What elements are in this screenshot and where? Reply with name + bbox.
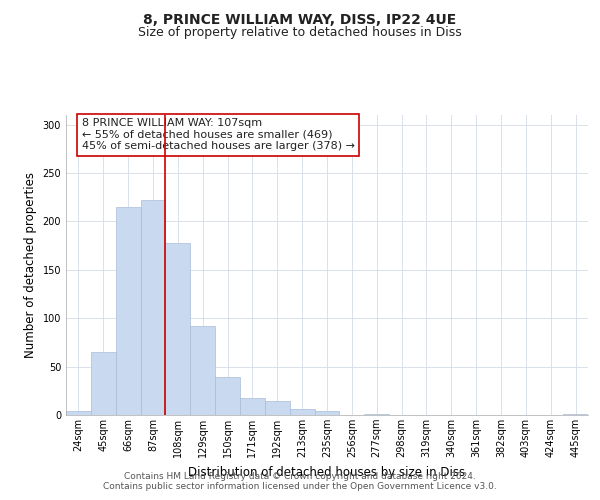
Bar [116,207,140,415]
Text: Contains HM Land Registry data © Crown copyright and database right 2024.: Contains HM Land Registry data © Crown c… [124,472,476,481]
X-axis label: Distribution of detached houses by size in Diss: Distribution of detached houses by size … [188,466,466,478]
Y-axis label: Number of detached properties: Number of detached properties [24,172,37,358]
Bar [290,409,314,415]
Text: 8 PRINCE WILLIAM WAY: 107sqm
← 55% of detached houses are smaller (469)
45% of s: 8 PRINCE WILLIAM WAY: 107sqm ← 55% of de… [82,118,355,151]
Bar [140,200,166,415]
Text: Size of property relative to detached houses in Diss: Size of property relative to detached ho… [138,26,462,39]
Bar [166,242,190,415]
Bar [240,398,265,415]
Bar [91,352,116,415]
Bar [215,378,240,415]
Bar [314,411,340,415]
Bar [190,326,215,415]
Bar [265,402,290,415]
Bar [364,414,389,415]
Bar [563,414,588,415]
Text: Contains public sector information licensed under the Open Government Licence v3: Contains public sector information licen… [103,482,497,491]
Text: 8, PRINCE WILLIAM WAY, DISS, IP22 4UE: 8, PRINCE WILLIAM WAY, DISS, IP22 4UE [143,12,457,26]
Bar [66,411,91,415]
